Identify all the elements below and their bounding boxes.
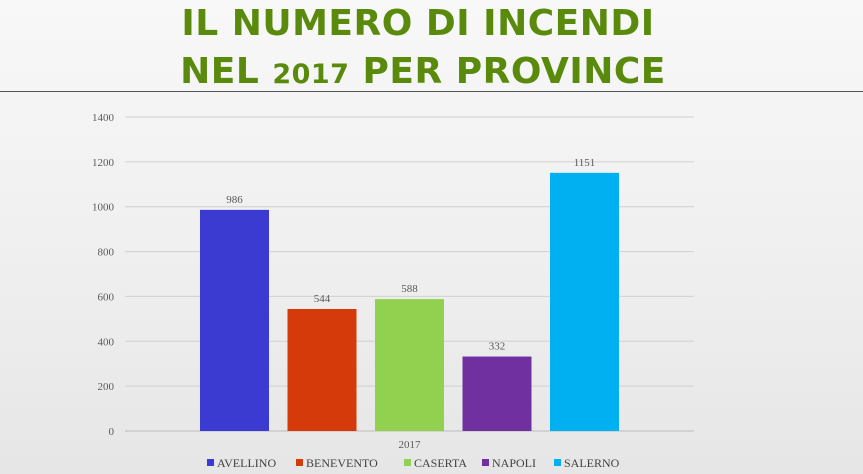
bar-salerno <box>550 172 619 431</box>
legend-label: BENEVENTO <box>306 456 378 470</box>
data-label: 332 <box>489 341 506 353</box>
legend-label: SALERNO <box>564 456 620 470</box>
y-tick-label: 0 <box>109 426 115 438</box>
legend-swatch <box>296 459 303 466</box>
data-label: 1151 <box>574 157 596 169</box>
y-tick-label: 400 <box>98 336 115 348</box>
bar-napoli <box>462 356 532 431</box>
legend-label: NAPOLI <box>492 456 536 470</box>
title-line-2-post: PER PROVINCE <box>349 51 666 92</box>
legend-swatch <box>554 459 561 466</box>
bar-avellino <box>200 209 269 431</box>
legend-label: CASERTA <box>414 456 467 470</box>
y-tick-label: 1200 <box>92 157 115 169</box>
y-tick-label: 1000 <box>92 202 115 214</box>
bar-benevento <box>287 308 357 431</box>
title-line-2-pre: NEL <box>180 51 273 92</box>
data-label: 544 <box>314 293 331 305</box>
y-tick-label: 800 <box>98 247 115 259</box>
title-year: 2017 <box>272 59 350 90</box>
legend-label: AVELLINO <box>217 456 276 470</box>
legend-swatch <box>207 459 214 466</box>
data-label: 986 <box>226 194 243 206</box>
legend-swatch <box>404 459 411 466</box>
title-line-2: NEL 2017 PER PROVINCE <box>0 54 846 90</box>
title-divider <box>0 91 863 92</box>
y-tick-label: 1400 <box>92 112 115 124</box>
y-tick-label: 200 <box>98 381 115 393</box>
legend-swatch <box>482 459 489 466</box>
x-tick-label: 2017 <box>399 439 422 451</box>
data-label: 588 <box>401 283 418 295</box>
y-tick-label: 600 <box>98 291 115 303</box>
title-line-1: IL NUMERO DI INCENDI <box>181 3 655 44</box>
bar-caserta <box>375 299 444 431</box>
